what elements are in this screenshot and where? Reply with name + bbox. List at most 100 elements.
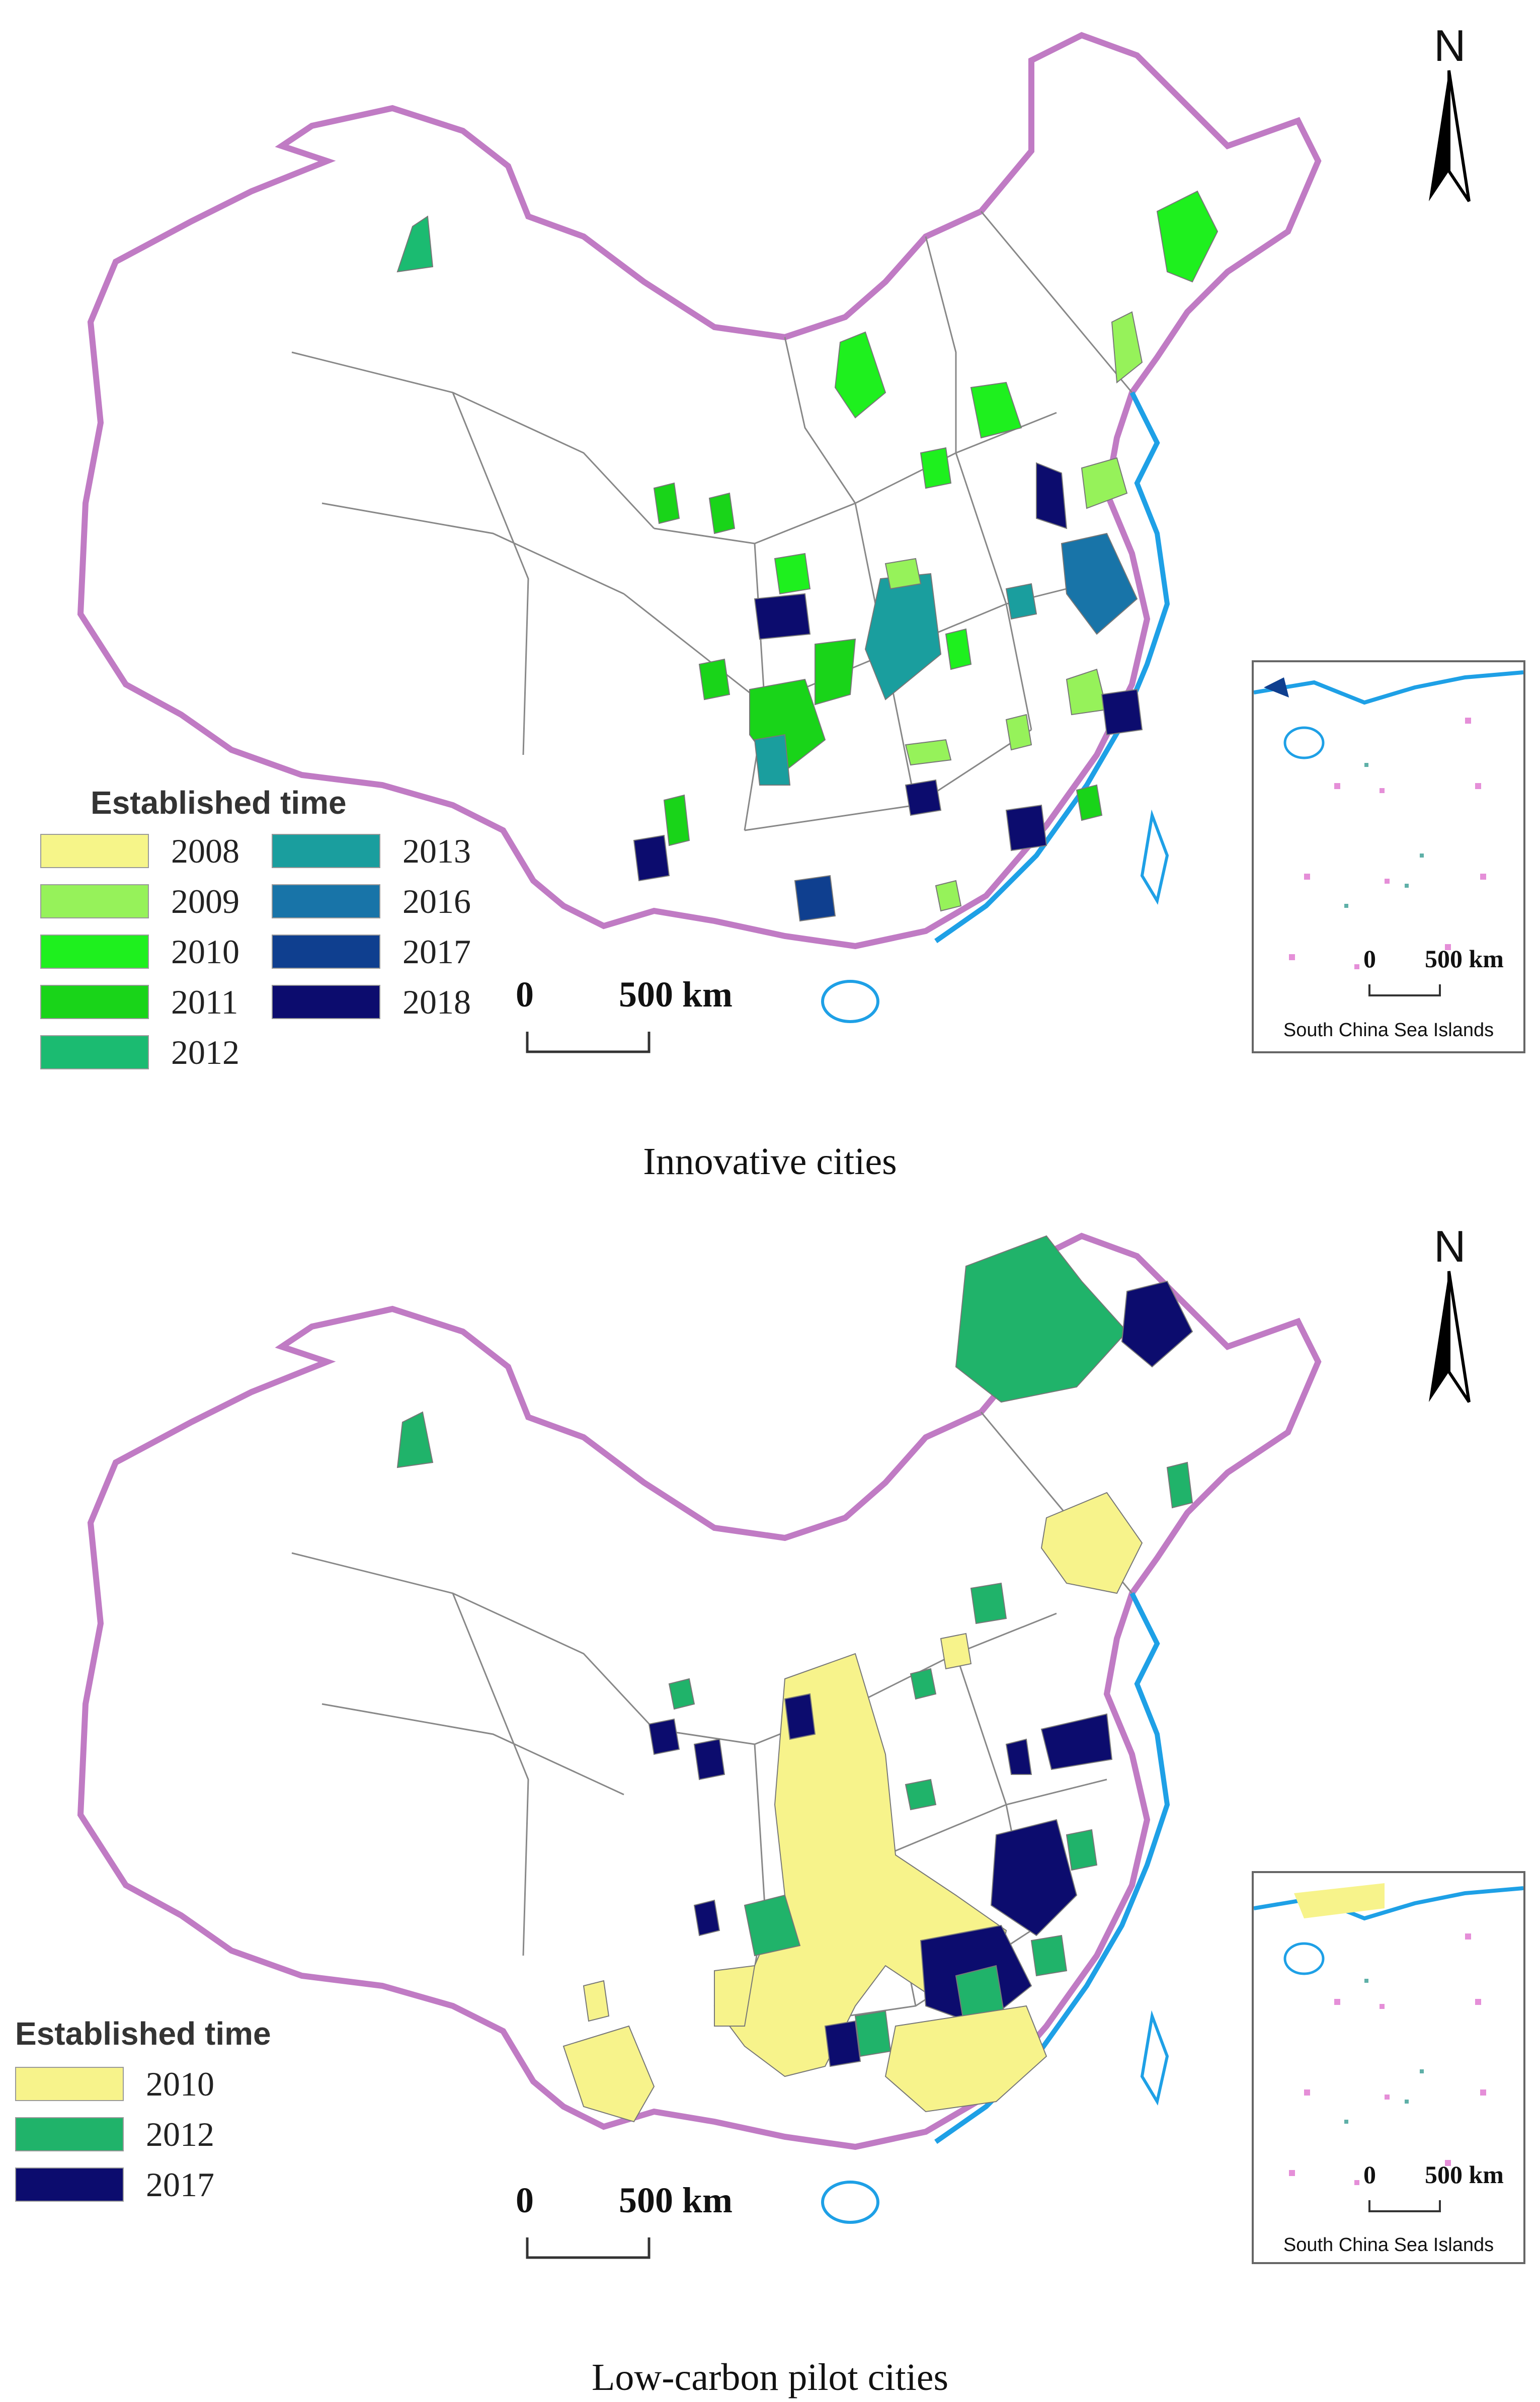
city-patch-2018 [1101,688,1143,736]
legend-label: 2012 [171,1033,239,1071]
legend-label: 2012 [146,2115,214,2153]
legend-label: 2011 [171,982,238,1021]
city-patch-2018 [754,593,811,640]
province-boundaries [291,211,1133,831]
city-patch-2010 [774,553,811,595]
city-patch-2013 [1005,583,1037,620]
hainan-island [821,2181,879,2224]
china-map-low-carbon [77,1232,1471,2259]
city-patch-2012 [668,1678,695,1710]
legend-swatch [40,1035,149,1069]
legend-title: Established time [91,785,347,821]
legend-item: 2018 [272,983,471,1021]
legend-item: 2011 [40,982,238,1021]
north-label: N [1434,1221,1466,1271]
north-arrow [1429,70,1471,202]
scale-bar [526,2237,651,2259]
legend-label: 2017 [402,932,471,971]
low-carbon-cities-map-panel: N Established time 2010 2012 2017 0 500 km… [0,1201,1540,2402]
inset-map [1254,1883,1523,2212]
city-patch-2017 [794,875,836,922]
city-patch-2009 [905,739,952,766]
legend-item: 2017 [15,2165,214,2204]
inset-caption: South China Sea Islands [1283,1020,1494,1041]
legend-swatch [15,2167,124,2202]
city-patch-2010 [970,381,1022,439]
legend-item: 2009 [40,882,239,920]
legend-swatch [15,2067,124,2101]
city-patch-2010 [714,1965,756,2027]
city-patch-2017 [1040,1713,1113,1770]
legend-item: 2010 [40,932,239,971]
legend-label: 2017 [146,2165,214,2204]
city-patches [396,190,1219,922]
legend-item: 2012 [40,1033,239,1071]
legend-label: 2013 [402,831,471,870]
legend-label: 2009 [171,882,239,920]
city-patch-2012 [1030,1934,1068,1977]
legend-swatch [40,985,149,1019]
city-patch-2013 [864,573,942,701]
city-patch-2012 [970,1582,1007,1624]
city-patch-2018 [905,779,942,816]
city-patch-2011 [708,492,736,534]
inset-caption: South China Sea Islands [1283,2234,1494,2256]
city-patch-2012 [1066,1829,1098,1871]
legend-item: 2012 [15,2115,214,2153]
city-patch-2011 [1076,784,1103,821]
inset-map [1254,670,1523,996]
legend-item: 2008 [40,831,239,870]
city-patch-2017 [693,1738,725,1780]
city-patch-2012 [854,2010,891,2057]
inset-scale-start: 0 [1363,945,1376,973]
city-patch-2009 [884,558,922,590]
city-patch-2009 [935,880,962,912]
north-label: N [1434,21,1466,70]
inset-scale-end: 500 km [1425,945,1504,973]
legend-label: 2008 [171,831,239,870]
map-caption: Innovative cities [643,1140,897,1183]
city-patch-2018 [1005,804,1047,851]
coastline [934,391,1170,944]
scale-bar-start-label: 0 [516,974,534,1015]
hainan-island [821,980,879,1023]
city-patch-2010 [920,447,952,489]
inset-scale-start: 0 [1363,2160,1376,2189]
city-patch-2012 [905,1778,937,1811]
scale-bar-end-label: 500 km [619,974,733,1015]
innovative-cities-map-panel: N Established time 2008 2009 2010 2011 2012 2… [40,21,1525,1183]
legend-swatch [40,935,149,969]
city-patch-2010 [1040,1492,1143,1594]
legend-swatch [272,884,380,918]
city-patch-2017 [1005,1738,1032,1775]
legend-swatch [40,834,149,868]
inset-scale-end: 500 km [1425,2160,1504,2189]
city-patch-2010 [945,628,972,670]
legend-item: 2010 [15,2064,214,2103]
south-china-sea-inset: 0 500 km South China Sea Islands [1252,660,1525,1053]
city-patch-2010 [562,2025,655,2123]
city-patch-2016 [1061,532,1138,635]
scale-bar-start-label: 0 [516,2180,534,2220]
taiwan-island [1140,809,1169,905]
china-outline [77,1232,1322,2150]
legend-label: 2010 [146,2064,214,2103]
legend-label: 2010 [171,932,239,971]
city-patch-2010 [884,2005,1047,2113]
city-patch-2017 [1121,1280,1193,1368]
city-patch-2010 [834,331,886,419]
city-patch-2011 [663,794,690,846]
city-patch-2009 [1111,311,1143,383]
city-patch-2012 [955,1235,1128,1403]
city-patches [396,1235,1193,2123]
china-map-innovative [77,32,1471,1053]
city-patch-2018 [633,834,670,882]
city-patch-2012 [396,1411,434,1468]
legend-item: 2013 [272,831,471,870]
city-patch-2012 [910,1668,937,1700]
legend-label: 2016 [402,882,471,920]
city-patch-2017 [990,1819,1078,1936]
scale-bar [526,1032,651,1053]
city-patch-2012 [744,1894,801,1957]
legend-swatch [15,2117,124,2151]
